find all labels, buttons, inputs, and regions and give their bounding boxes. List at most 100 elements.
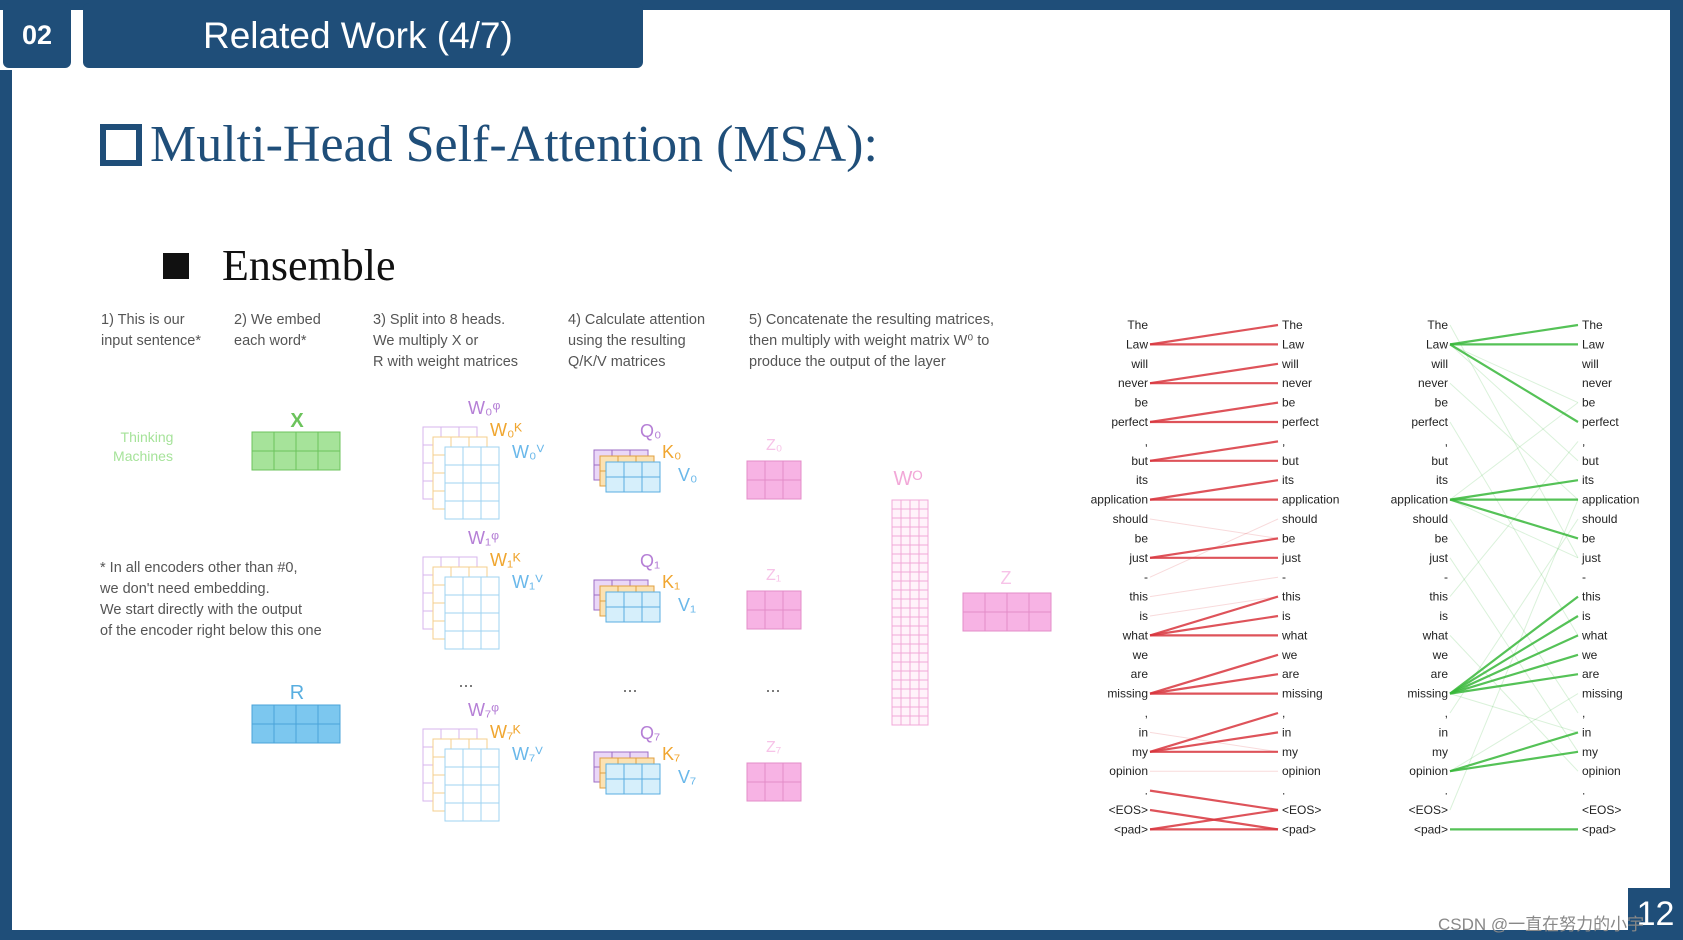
token-right: is [1582, 609, 1591, 623]
token-left: this [1129, 590, 1148, 604]
weight-q-label: W₁ᵠ [468, 528, 499, 548]
token-right: in [1582, 725, 1591, 739]
token-right: <EOS> [1282, 803, 1321, 817]
token-left: should [1113, 512, 1148, 526]
attention-lines-green [1449, 323, 1579, 831]
left-frame-bar [0, 70, 12, 940]
token-right: what [1281, 628, 1308, 642]
attention-visualization-red: The Law will never be perfect, but its applicati… [1091, 318, 1340, 836]
token-left: never [1418, 376, 1448, 390]
token-right: opinion [1582, 764, 1621, 778]
attention-line [1149, 362, 1279, 385]
tokens-right-red: The Law will never be perfect, but its applicati… [1281, 318, 1339, 836]
token-left: <EOS> [1109, 803, 1148, 817]
attention-line [1449, 498, 1579, 540]
token-left: in [1439, 725, 1448, 739]
token-left: perfect [1411, 415, 1448, 429]
token-right: . [1282, 784, 1285, 798]
token-right: The [1582, 318, 1603, 332]
attention-line [1149, 614, 1279, 637]
token-right: what [1581, 628, 1608, 642]
token-right: never [1282, 376, 1312, 390]
section-number-badge: 02 [3, 3, 71, 68]
token-left: , [1445, 706, 1448, 720]
weight-q-label: W₇ᵠ [468, 700, 499, 720]
token-left: opinion [1109, 764, 1148, 778]
token-right: be [1282, 531, 1296, 545]
attention-line [1149, 673, 1279, 695]
z-matrix [746, 460, 802, 500]
right-frame-bar [1670, 0, 1683, 940]
token-right: is [1282, 609, 1291, 623]
faint-attention-line [1149, 576, 1279, 598]
ellipsis-z: ... [765, 676, 780, 696]
attention-line [1149, 789, 1279, 812]
v-matrix [605, 763, 661, 795]
attention-line [1149, 323, 1279, 346]
token-right: but [1282, 454, 1299, 468]
wo-label: Wᴼ [893, 468, 922, 490]
token-left: perfect [1111, 415, 1148, 429]
x-label: X [290, 410, 304, 432]
token-left: is [1139, 609, 1148, 623]
token-left: application [1391, 493, 1448, 507]
bottom-frame-bar [0, 930, 1683, 940]
token-right: - [1282, 570, 1286, 584]
token-right: missing [1282, 687, 1323, 701]
r-matrix-cell [251, 704, 341, 744]
z-label: Z₇ [766, 739, 781, 756]
wo-matrix [891, 499, 929, 726]
token-right: will [1281, 357, 1299, 371]
slide-heading: Multi-Head Self-Attention (MSA): [100, 115, 878, 174]
v-matrix [605, 461, 661, 493]
step-2-text: 2) We embed each word* [234, 312, 321, 349]
token-left: - [1144, 570, 1148, 584]
q-label: Q₀ [640, 421, 661, 441]
token-right: , [1582, 434, 1585, 448]
attention-line [1449, 750, 1579, 773]
token-right: Law [1582, 337, 1604, 351]
step-1-text: 1) This is our input sentence* [101, 312, 201, 349]
token-right: are [1282, 667, 1300, 681]
token-right: , [1282, 706, 1285, 720]
attention-line [1449, 343, 1579, 423]
step-5-text: 5) Concatenate the resulting matrices, t… [749, 312, 995, 370]
token-left: be [1435, 396, 1449, 410]
z-output-matrix [962, 592, 1052, 632]
v-label: V₇ [678, 767, 696, 787]
token-right: we [1581, 648, 1598, 662]
token-right: perfect [1282, 415, 1319, 429]
k-label: K₇ [662, 744, 680, 764]
r-matrix [251, 704, 341, 744]
token-right: just [1581, 551, 1601, 565]
r-label: R [290, 682, 304, 704]
weight-k-label: W₇ᴷ [490, 722, 521, 742]
weight-v-label: W₇ⱽ [512, 744, 543, 764]
attention-line [1149, 537, 1279, 559]
token-right: , [1282, 434, 1285, 448]
v-label: V₁ [678, 595, 696, 615]
slide-title: Related Work (4/7) [83, 3, 643, 68]
ellipsis-qkv: ... [622, 676, 637, 696]
faint-attention-line [1449, 693, 1579, 772]
token-right: its [1582, 473, 1594, 487]
token-left: just [1128, 551, 1148, 565]
heading-text: Multi-Head Self-Attention (MSA): [150, 116, 878, 173]
input-word-2: Machines [113, 448, 173, 464]
faint-attention-line [1449, 324, 1579, 559]
encoder-note: * In all encoders other than #0, we don'… [100, 560, 322, 639]
token-left: , [1445, 434, 1448, 448]
q-label: Q₁ [640, 551, 660, 571]
bullet-ensemble: Ensemble [163, 240, 396, 291]
token-left: application [1091, 493, 1148, 507]
weight-q-label: W₀ᵠ [468, 398, 500, 418]
token-right: in [1282, 725, 1291, 739]
token-left: should [1413, 512, 1448, 526]
token-right: <pad> [1582, 822, 1616, 836]
token-left: <EOS> [1409, 803, 1448, 817]
token-right: this [1282, 590, 1301, 604]
token-right: application [1282, 493, 1339, 507]
multi-head-pipeline-diagram: Thinking Machines X R W₀ᵠW₀ᴷW₀ⱽQ₀K₀V₀Z₀W… [113, 398, 1052, 822]
v-label: V₀ [678, 465, 697, 485]
